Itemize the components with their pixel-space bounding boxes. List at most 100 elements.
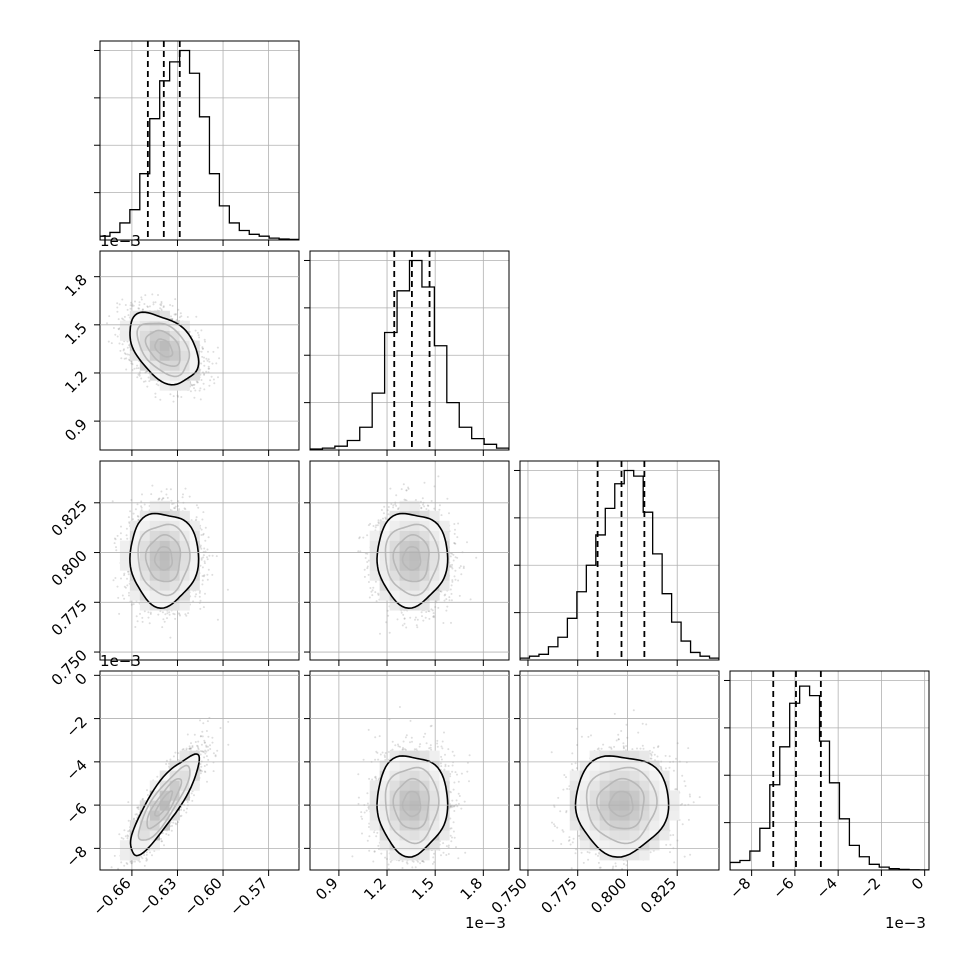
- sample-point: [132, 512, 135, 515]
- sample-point: [170, 499, 173, 502]
- sample-point: [181, 496, 184, 499]
- sample-point: [121, 343, 124, 346]
- sample-point: [198, 389, 201, 392]
- sample-point: [149, 613, 152, 615]
- sample-point: [174, 313, 177, 316]
- sample-point: [96, 365, 98, 367]
- sample-point: [195, 504, 198, 507]
- sample-point: [130, 301, 132, 304]
- sample-point: [117, 328, 120, 331]
- sample-point: [218, 357, 221, 360]
- sample-point: [152, 303, 155, 306]
- sample-point: [151, 293, 154, 296]
- sample-point: [158, 497, 160, 500]
- sample-point: [165, 493, 168, 496]
- sample-point: [200, 528, 203, 531]
- density-cell: [129, 350, 141, 361]
- sample-point: [126, 340, 129, 343]
- sample-point: [136, 376, 139, 379]
- sample-point: [216, 346, 219, 349]
- sample-point: [180, 315, 183, 318]
- hist-panel-1-1: [304, 250, 510, 456]
- sample-point: [124, 304, 127, 306]
- sample-point: [116, 585, 119, 588]
- sample-point: [203, 364, 206, 367]
- density-cell: [179, 320, 190, 331]
- sample-point: [189, 383, 192, 386]
- sample-point: [114, 538, 117, 541]
- sample-point: [182, 493, 184, 496]
- sample-point: [184, 613, 187, 616]
- sample-point: [168, 611, 171, 614]
- sample-point: [147, 376, 150, 379]
- sample-point: [137, 519, 140, 522]
- y-tick-label: 0.9: [61, 415, 91, 445]
- sample-point: [141, 308, 144, 311]
- sample-point: [217, 376, 219, 379]
- sample-point: [162, 306, 165, 309]
- sample-point: [150, 493, 153, 496]
- sample-point: [125, 534, 128, 537]
- sample-point: [213, 382, 216, 385]
- sample-point: [111, 500, 114, 503]
- sample-point: [157, 294, 159, 296]
- sample-point: [141, 493, 143, 496]
- density-cell: [179, 380, 190, 391]
- sample-point: [147, 616, 150, 619]
- sample-point: [164, 613, 167, 616]
- sample-point: [122, 318, 125, 321]
- histogram-step: [310, 259, 509, 450]
- sample-point: [128, 594, 130, 597]
- sample-point: [135, 615, 138, 618]
- sample-point: [126, 308, 129, 311]
- sample-point: [145, 370, 148, 373]
- sample-point: [128, 521, 131, 524]
- sample-point: [189, 390, 192, 393]
- sample-point: [170, 315, 172, 318]
- sample-point: [154, 396, 157, 399]
- sample-point: [216, 618, 219, 621]
- sample-point: [138, 372, 141, 375]
- sample-point: [131, 363, 134, 366]
- sample-point: [211, 362, 214, 365]
- sample-point: [140, 509, 143, 512]
- sample-point: [107, 340, 110, 343]
- sample-point: [137, 307, 140, 310]
- sample-point: [114, 333, 117, 336]
- sample-point: [171, 318, 174, 320]
- sample-point: [121, 298, 124, 301]
- density-cell: [159, 380, 170, 391]
- sample-point: [169, 393, 172, 396]
- sample-point: [140, 500, 143, 503]
- sample-point: [154, 392, 157, 395]
- sample-point: [131, 305, 134, 307]
- y-tick-label: 1.2: [61, 367, 91, 397]
- sample-point: [212, 378, 215, 381]
- sample-point: [123, 572, 126, 575]
- sample-point: [132, 304, 135, 307]
- sample-point: [202, 556, 205, 559]
- sample-point: [200, 350, 203, 353]
- sample-point: [200, 558, 203, 561]
- sample-point: [128, 344, 131, 347]
- sample-point: [161, 497, 164, 500]
- sample-point: [124, 353, 127, 356]
- sample-point: [204, 550, 207, 553]
- sample-point: [211, 554, 214, 557]
- sample-point: [215, 555, 218, 558]
- sample-point: [198, 336, 201, 339]
- sample-point: [194, 595, 197, 598]
- sample-point: [144, 294, 147, 297]
- sample-point: [200, 379, 203, 381]
- sample-point: [160, 498, 163, 501]
- sample-point: [123, 315, 126, 318]
- sample-point: [211, 573, 214, 576]
- sample-point: [126, 577, 128, 580]
- sample-point: [198, 591, 201, 594]
- sample-point: [122, 349, 125, 352]
- sample-point: [202, 382, 205, 385]
- sample-point: [195, 315, 198, 318]
- sample-point: [209, 379, 212, 382]
- sample-point: [136, 364, 139, 367]
- contour-level-3: [129, 311, 200, 386]
